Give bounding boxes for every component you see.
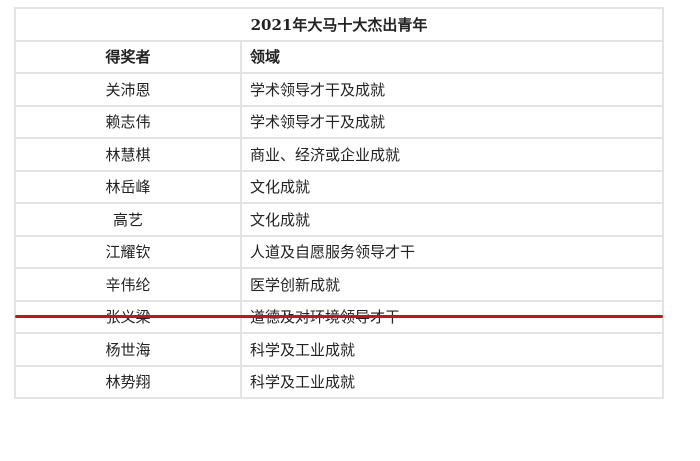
recipient-name: 林岳峰 [14, 169, 242, 204]
table-row: 林势翔 科学及工业成就 [14, 364, 664, 399]
award-field: 医学创新成就 [240, 267, 664, 302]
table-row: 林慧棋 商业、经济或企业成就 [14, 137, 664, 172]
table-row: 关沛恩 学术领导才干及成就 [14, 72, 664, 107]
award-field: 科学及工业成就 [240, 364, 664, 399]
award-field: 学术领导才干及成就 [240, 72, 664, 107]
table-row: 江耀钦 人道及自愿服务领导才干 [14, 234, 664, 269]
award-field: 文化成就 [240, 202, 664, 237]
recipient-name: 赖志伟 [14, 104, 242, 139]
table-title: 2021年大马十大杰出青年 [14, 7, 664, 42]
table-row: 林岳峰 文化成就 [14, 169, 664, 204]
table-row: 辛伟纶 医学创新成就 [14, 267, 664, 302]
award-field: 人道及自愿服务领导才干 [240, 234, 664, 269]
recipient-name: 辛伟纶 [14, 267, 242, 302]
table-row: 赖志伟 学术领导才干及成就 [14, 104, 664, 139]
header-recipient: 得奖者 [14, 39, 242, 74]
recipient-name: 杨世海 [14, 332, 242, 367]
award-field: 科学及工业成就 [240, 332, 664, 367]
recipient-name: 林慧棋 [14, 137, 242, 172]
table-row: 高艺 文化成就 [14, 202, 664, 237]
table-row: 杨世海 科学及工业成就 [14, 332, 664, 367]
red-underline-annotation [15, 315, 663, 318]
award-field: 文化成就 [240, 169, 664, 204]
recipient-name: 江耀钦 [14, 234, 242, 269]
recipient-name: 关沛恩 [14, 72, 242, 107]
award-field: 商业、经济或企业成就 [240, 137, 664, 172]
recipient-name: 高艺 [14, 202, 242, 237]
header-field: 领域 [240, 39, 664, 74]
recipient-name: 林势翔 [14, 364, 242, 399]
award-field: 学术领导才干及成就 [240, 104, 664, 139]
awards-table: 2021年大马十大杰出青年 得奖者 领域 关沛恩 学术领导才干及成就 赖志伟 学术领导… [14, 7, 664, 399]
